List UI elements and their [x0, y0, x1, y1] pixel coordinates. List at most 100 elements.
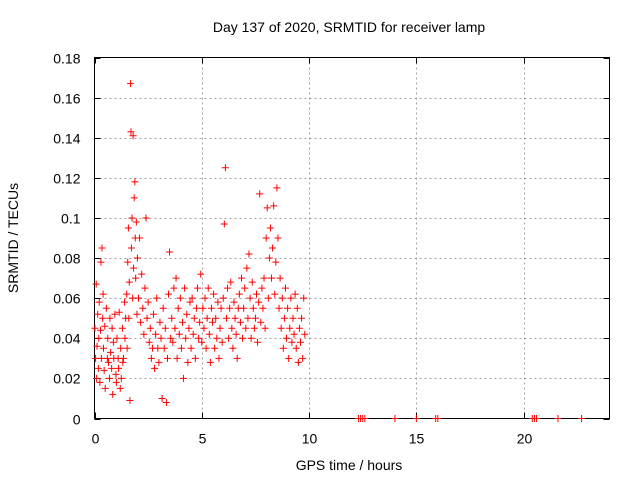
data-point [137, 318, 145, 326]
data-point [242, 324, 250, 332]
data-point [107, 348, 115, 356]
data-point [197, 270, 205, 278]
data-point [268, 274, 276, 282]
data-point [299, 354, 307, 362]
data-point [101, 322, 109, 330]
data-point [173, 354, 181, 362]
data-point [162, 398, 170, 406]
data-point [209, 318, 217, 326]
y-tick-label: 0.12 [53, 171, 80, 187]
data-point [261, 324, 269, 332]
data-point [283, 334, 291, 342]
data-point [186, 298, 194, 306]
data-point [178, 318, 186, 326]
data-point [533, 415, 541, 422]
data-point [255, 298, 263, 306]
data-point [171, 324, 179, 332]
data-point [191, 354, 199, 362]
data-point [118, 324, 126, 332]
data-point [172, 274, 180, 282]
data-point [130, 194, 138, 202]
data-point [140, 330, 148, 338]
data-point [98, 244, 106, 252]
data-point [134, 294, 142, 302]
x-tick-label: 20 [517, 431, 533, 447]
data-point [124, 224, 132, 232]
data-point [235, 290, 243, 298]
data-point [290, 330, 298, 338]
data-point [240, 304, 248, 312]
data-point [236, 318, 244, 326]
data-point [94, 364, 102, 372]
data-point [198, 338, 206, 346]
data-point [217, 304, 225, 312]
data-point [143, 314, 151, 322]
data-point [119, 354, 127, 362]
y-tick-label: 0.1 [61, 211, 81, 227]
data-point [212, 314, 220, 322]
data-point [195, 334, 203, 342]
data-point [434, 415, 442, 422]
x-tick-label: 5 [199, 431, 207, 447]
data-point [224, 284, 232, 292]
data-point [289, 314, 297, 322]
data-point [100, 344, 108, 352]
data-point [269, 244, 277, 252]
data-point [125, 314, 133, 322]
data-point [277, 324, 285, 332]
data-point [121, 334, 129, 342]
data-point [249, 304, 257, 312]
y-tick-label: 0.02 [53, 371, 80, 387]
data-point [285, 354, 293, 362]
data-point [97, 326, 105, 334]
chart-title: Day 137 of 2020, SRMTID for receiver lam… [213, 19, 486, 35]
data-point [95, 298, 103, 306]
data-point [152, 330, 160, 338]
data-point [297, 338, 304, 346]
data-point [106, 314, 114, 322]
data-point [181, 284, 189, 292]
data-point [94, 310, 102, 318]
data-point [154, 344, 162, 352]
data-point [196, 318, 204, 326]
data-point [91, 324, 99, 332]
data-point [222, 314, 230, 322]
data-point [95, 334, 103, 342]
x-axis-label: GPS time / hours [296, 457, 403, 473]
data-point [100, 366, 108, 374]
data-point [262, 234, 270, 242]
x-tick-label: 15 [409, 431, 425, 447]
data-point [127, 244, 135, 252]
plot-frame [94, 57, 610, 419]
data-point [168, 314, 176, 322]
data-point [93, 342, 101, 350]
data-point [215, 354, 223, 362]
data-point [391, 415, 399, 422]
data-point [274, 234, 282, 242]
data-point [248, 278, 256, 286]
data-point [155, 358, 163, 366]
data-point [113, 334, 121, 342]
data-point [156, 318, 164, 326]
data-point [228, 324, 236, 332]
data-point [104, 358, 112, 366]
data-point [126, 396, 134, 404]
data-point [125, 278, 133, 286]
data-point [180, 374, 188, 382]
data-point [138, 270, 146, 278]
data-point [177, 344, 185, 352]
data-point [111, 310, 119, 318]
data-point [301, 330, 309, 338]
data-point [136, 234, 144, 242]
data-point [230, 298, 238, 306]
data-point [246, 294, 254, 302]
data-point [167, 334, 175, 342]
y-tick-label: 0.04 [53, 331, 80, 347]
data-point [251, 314, 259, 322]
data-point [108, 364, 116, 372]
data-point [247, 334, 255, 342]
data-point [287, 294, 295, 302]
data-point [99, 314, 107, 322]
data-point [112, 370, 120, 378]
